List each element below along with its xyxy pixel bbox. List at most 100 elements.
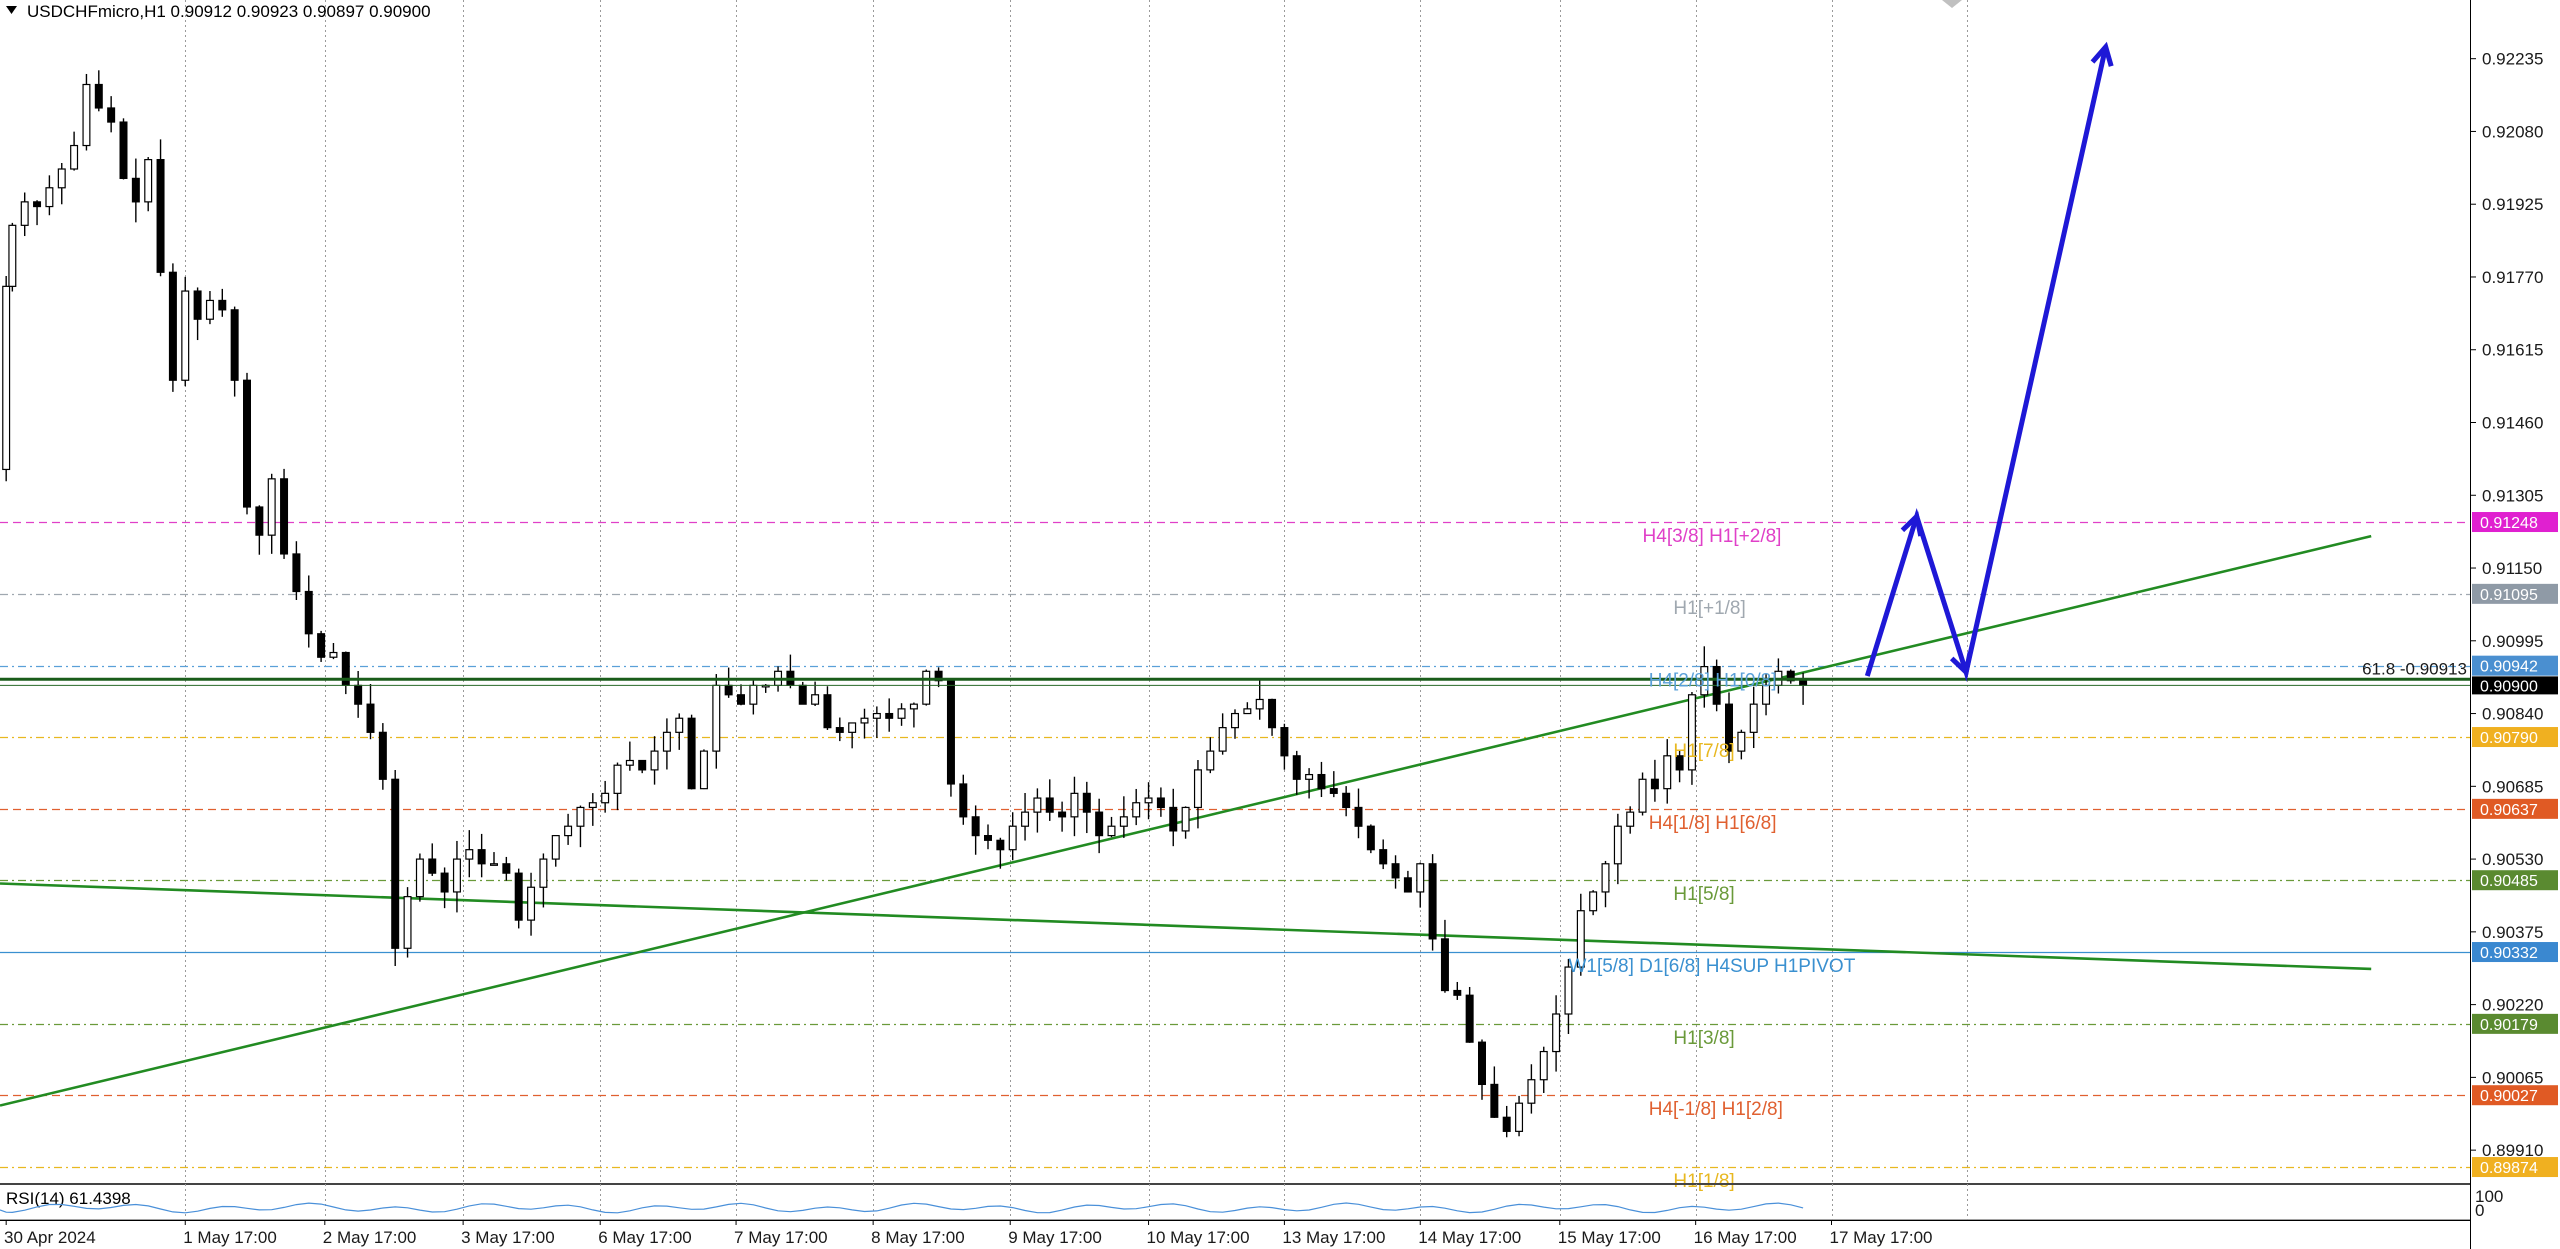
candle-body xyxy=(94,83,103,109)
projection-arrowhead xyxy=(2090,41,2114,67)
level-badge xyxy=(2472,655,2558,676)
level-label: H1[1/8] xyxy=(1673,1171,1734,1192)
candle-body xyxy=(1095,811,1104,837)
rsi-label: RSI(14) 61.4398 xyxy=(6,1189,131,1208)
candle-body xyxy=(798,684,807,705)
candle-body xyxy=(354,684,363,705)
candle-body xyxy=(2,285,11,471)
candle-body xyxy=(946,680,955,785)
level-label: W1[5/8] D1[6/8] H4SUP H1PIVOT xyxy=(1568,956,1855,977)
candle-body xyxy=(280,478,289,555)
plot-area[interactable] xyxy=(0,0,2470,1183)
candle-body xyxy=(601,792,610,804)
level-label: H4[1/8] H1[6/8] xyxy=(1649,813,1777,834)
candle-body xyxy=(823,694,832,729)
candle-body xyxy=(1119,816,1128,827)
candle-body xyxy=(168,271,177,381)
level-label: H1[+1/8] xyxy=(1673,598,1745,619)
candle-body xyxy=(1193,769,1202,809)
time-tick-label: 8 May 17:00 xyxy=(871,1228,965,1247)
rsi-scale-top: 100 xyxy=(2475,1187,2503,1206)
price-tick-label: 0.92080 xyxy=(2482,122,2543,141)
candle-body xyxy=(811,694,820,705)
candle-body xyxy=(1169,806,1178,832)
candle-body xyxy=(650,750,659,771)
candle-body xyxy=(576,806,585,827)
projection-path[interactable] xyxy=(1864,46,2109,682)
candle-body xyxy=(1305,773,1314,780)
candle-body xyxy=(45,187,54,208)
candle-body xyxy=(1342,792,1351,809)
rsi-scale-bottom: 0 xyxy=(2475,1201,2484,1220)
candle-body xyxy=(675,717,684,733)
price-tick-label: 0.90375 xyxy=(2482,923,2543,942)
level-badge-label: 0.90027 xyxy=(2480,1088,2538,1105)
candle-body xyxy=(156,159,165,273)
level-badge-label: 0.90637 xyxy=(2480,802,2538,819)
candle-body xyxy=(218,299,227,311)
rsi-panel[interactable]: RSI(14) 61.4398 100 0 xyxy=(0,1183,2503,1221)
candle-body xyxy=(1218,727,1227,752)
candle-body xyxy=(1403,877,1412,893)
candle-body xyxy=(391,778,400,949)
candle-body xyxy=(1515,1102,1524,1132)
candle-body xyxy=(1008,825,1017,851)
candle-body xyxy=(1317,773,1326,790)
candle-body xyxy=(1675,755,1684,771)
candle-body xyxy=(366,703,375,733)
candle-body xyxy=(959,783,968,818)
price-tick-label: 0.90530 xyxy=(2482,850,2543,869)
candle-body xyxy=(1490,1083,1499,1118)
candle-body xyxy=(1354,806,1363,827)
candle-body xyxy=(205,299,214,320)
candle-body xyxy=(1453,989,1462,996)
candle-body xyxy=(144,159,153,203)
candle-body xyxy=(428,858,437,874)
candle-body xyxy=(304,590,313,635)
price-tick-label: 0.91150 xyxy=(2482,559,2542,578)
level-badge xyxy=(2472,1013,2558,1034)
candle-body xyxy=(317,633,326,658)
candle-body xyxy=(835,727,844,733)
candle-body xyxy=(1737,731,1746,752)
candle-body xyxy=(1502,1116,1511,1132)
candle-body xyxy=(860,717,869,724)
level-badge xyxy=(2472,942,2558,963)
candle-body xyxy=(514,872,523,921)
candle-body xyxy=(490,863,498,866)
time-tick-label: 1 May 17:00 xyxy=(183,1228,277,1247)
level-badge-label: 0.91095 xyxy=(2480,587,2538,604)
candle-body xyxy=(181,290,190,381)
price-tick-label: 0.91615 xyxy=(2482,341,2543,360)
candle-body xyxy=(255,506,264,536)
triangle-down-icon[interactable] xyxy=(6,6,17,14)
price-tick-label: 0.89910 xyxy=(2482,1141,2543,1160)
level-label: H4[-1/8] H1[2/8] xyxy=(1649,1099,1783,1120)
candle-body xyxy=(1552,1013,1561,1053)
candle-body xyxy=(922,670,931,705)
candle-body xyxy=(119,121,128,179)
level-badge xyxy=(2472,583,2558,604)
candle-body xyxy=(193,290,202,320)
candle-body xyxy=(1033,797,1042,813)
projection-arrowhead xyxy=(1900,511,1924,537)
candle-body xyxy=(909,703,918,710)
time-tick-label: 7 May 17:00 xyxy=(734,1228,828,1247)
candle-body xyxy=(539,858,548,888)
candle-body xyxy=(1255,698,1264,710)
level-badge xyxy=(2472,798,2558,819)
candle-body xyxy=(403,896,412,949)
candle-body xyxy=(1366,825,1375,851)
candle-body xyxy=(749,684,758,705)
candle-body xyxy=(712,684,721,752)
trendline[interactable] xyxy=(0,882,2372,971)
candle-body xyxy=(1181,806,1190,832)
rsi-line[interactable] xyxy=(0,1202,1804,1214)
candle-body xyxy=(1329,788,1338,794)
price-tick-label: 0.90220 xyxy=(2482,996,2543,1015)
candle-body xyxy=(564,825,573,837)
level-badge-label: 0.90485 xyxy=(2480,873,2538,890)
price-tick-label: 0.91460 xyxy=(2482,414,2543,433)
candle-body xyxy=(33,201,42,208)
